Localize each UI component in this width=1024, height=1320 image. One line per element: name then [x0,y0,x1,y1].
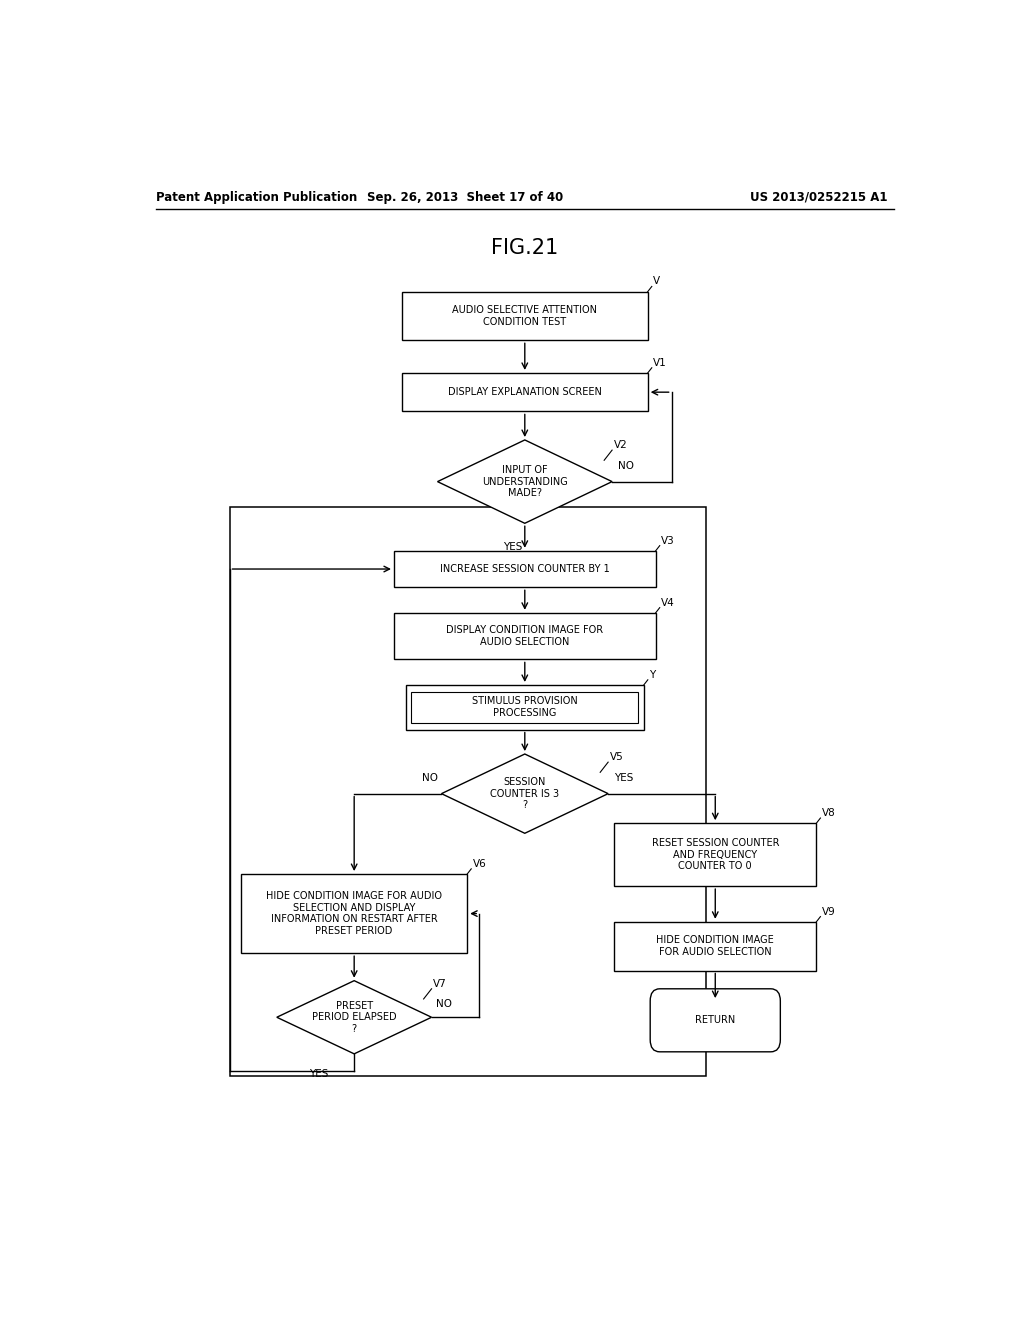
Text: YES: YES [614,774,634,784]
Text: PRESET
PERIOD ELAPSED
?: PRESET PERIOD ELAPSED ? [312,1001,396,1034]
Text: AUDIO SELECTIVE ATTENTION
CONDITION TEST: AUDIO SELECTIVE ATTENTION CONDITION TEST [453,305,597,327]
Text: NO: NO [435,999,452,1008]
Text: V5: V5 [609,752,624,762]
Text: V6: V6 [473,859,486,869]
Text: V: V [653,276,660,286]
Text: Patent Application Publication: Patent Application Publication [156,190,357,203]
Text: YES: YES [309,1069,328,1078]
Text: V9: V9 [822,907,836,916]
Text: RETURN: RETURN [695,1015,735,1026]
Text: YES: YES [503,541,522,552]
Text: Y: Y [649,669,655,680]
Text: NO: NO [422,774,437,784]
Text: V2: V2 [613,440,628,450]
Text: HIDE CONDITION IMAGE FOR AUDIO
SELECTION AND DISPLAY
INFORMATION ON RESTART AFTE: HIDE CONDITION IMAGE FOR AUDIO SELECTION… [266,891,442,936]
FancyBboxPatch shape [650,989,780,1052]
FancyBboxPatch shape [401,372,648,412]
Text: Sep. 26, 2013  Sheet 17 of 40: Sep. 26, 2013 Sheet 17 of 40 [368,190,563,203]
FancyBboxPatch shape [406,685,644,730]
Polygon shape [441,754,608,833]
Text: NO: NO [618,462,635,471]
FancyBboxPatch shape [614,921,816,970]
Text: US 2013/0252215 A1: US 2013/0252215 A1 [750,190,887,203]
Text: RESET SESSION COUNTER
AND FREQUENCY
COUNTER TO 0: RESET SESSION COUNTER AND FREQUENCY COUN… [651,838,779,871]
Text: V3: V3 [662,536,675,545]
Polygon shape [437,440,612,523]
Text: V1: V1 [653,358,667,368]
Polygon shape [276,981,431,1053]
Text: INPUT OF
UNDERSTANDING
MADE?: INPUT OF UNDERSTANDING MADE? [482,465,567,498]
Text: V4: V4 [662,598,675,607]
Text: DISPLAY CONDITION IMAGE FOR
AUDIO SELECTION: DISPLAY CONDITION IMAGE FOR AUDIO SELECT… [446,626,603,647]
Text: FIG.21: FIG.21 [492,238,558,257]
Text: STIMULUS PROVISION
PROCESSING: STIMULUS PROVISION PROCESSING [472,697,578,718]
Text: V8: V8 [822,808,836,818]
FancyBboxPatch shape [394,612,655,660]
Text: HIDE CONDITION IMAGE
FOR AUDIO SELECTION: HIDE CONDITION IMAGE FOR AUDIO SELECTION [656,936,774,957]
FancyBboxPatch shape [401,292,648,341]
Text: SESSION
COUNTER IS 3
?: SESSION COUNTER IS 3 ? [490,777,559,810]
Text: DISPLAY EXPLANATION SCREEN: DISPLAY EXPLANATION SCREEN [447,387,602,397]
FancyBboxPatch shape [394,550,655,587]
FancyBboxPatch shape [614,824,816,886]
Text: INCREASE SESSION COUNTER BY 1: INCREASE SESSION COUNTER BY 1 [440,564,609,574]
FancyBboxPatch shape [241,874,467,953]
Text: V7: V7 [433,979,446,989]
